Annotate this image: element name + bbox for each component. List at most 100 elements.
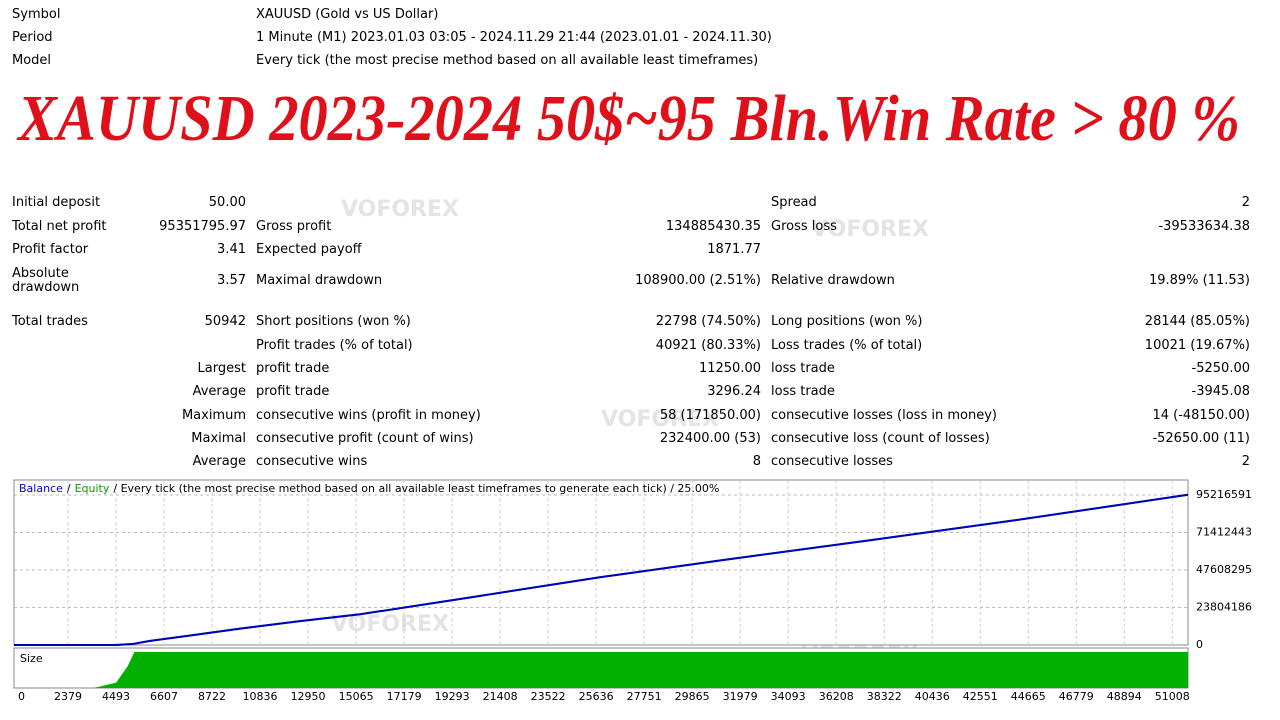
stat-value: 14 (-48150.00) [1152, 408, 1250, 423]
stat-label: consecutive losses (loss in money) [771, 408, 997, 423]
x-tick-label: 12950 [291, 690, 326, 703]
stat-value: 10021 (19.67%) [1144, 338, 1250, 353]
stat-value: 108900.00 (2.51%) [635, 273, 761, 288]
stat-label: Profit factor [12, 242, 89, 257]
y-tick-label: 95216591 [1196, 488, 1252, 501]
x-tick-label: 23522 [531, 690, 566, 703]
stat-label: Short positions (won %) [256, 314, 411, 329]
stat-label: Maximal drawdown [256, 273, 383, 288]
main-panel [13, 479, 1189, 646]
stat-value: 3296.24 [707, 384, 761, 399]
x-tick-label: 34093 [771, 690, 806, 703]
y-tick-label: 47608295 [1196, 563, 1252, 576]
stat-label: consecutive wins (profit in money) [256, 408, 481, 423]
stat-label: Expected payoff [256, 242, 362, 257]
x-tick-label: 29865 [675, 690, 710, 703]
stat-label: Initial deposit [12, 195, 101, 210]
x-tick-label: 10836 [243, 690, 278, 703]
stat-label: Absolute drawdown [12, 266, 80, 295]
stat-value: -5250.00 [1191, 361, 1250, 376]
legend-subtitle: / Every tick (the most precise method ba… [113, 482, 720, 495]
stat-value: Largest [197, 361, 246, 376]
stat-label: consecutive wins [256, 454, 368, 469]
legend-entry: Equity [74, 482, 110, 495]
stat-label: Total trades [12, 314, 88, 329]
stat-value: Maximal [191, 431, 246, 446]
stat-value: -52650.00 (11) [1152, 431, 1250, 446]
x-tick-label: 48894 [1107, 690, 1142, 703]
stat-value: 40921 (80.33%) [655, 338, 761, 353]
legend-entry: Balance [19, 482, 63, 495]
header-value: XAUUSD (Gold vs US Dollar) [256, 7, 439, 22]
watermark: VOFOREX [341, 197, 459, 222]
x-tick-label: 0 [18, 690, 25, 703]
stat-value: 28144 (85.05%) [1144, 314, 1250, 329]
x-tick-label: 44665 [1011, 690, 1046, 703]
stat-value: 22798 (74.50%) [655, 314, 761, 329]
x-tick-label: 36208 [819, 690, 854, 703]
stat-label: loss trade [771, 361, 835, 376]
x-tick-label: 17179 [387, 690, 422, 703]
stat-value: -39533634.38 [1158, 219, 1250, 234]
stat-label: consecutive profit (count of wins) [256, 431, 474, 446]
stat-value: Average [192, 384, 246, 399]
stat-label: Relative drawdown [771, 273, 895, 288]
stat-value: 232400.00 (53) [659, 431, 761, 446]
stat-value: 11250.00 [698, 361, 761, 376]
header-value: 1 Minute (M1) 2023.01.03 03:05 - 2024.11… [256, 30, 772, 45]
y-tick-label: 71412443 [1196, 526, 1252, 539]
size-area [93, 652, 1188, 688]
x-tick-label: 46779 [1059, 690, 1094, 703]
header-label: Period [12, 30, 53, 45]
watermark: VOFOREX [811, 217, 929, 242]
stat-value: -3945.08 [1191, 384, 1250, 399]
x-tick-label: 2379 [54, 690, 82, 703]
watermark: VOFOREX [601, 407, 719, 432]
stat-label: Spread [771, 195, 817, 210]
x-tick-label: 38322 [867, 690, 902, 703]
stat-value: Maximum [181, 408, 246, 423]
x-tick-label: 19293 [435, 690, 470, 703]
stat-value: 3.57 [217, 273, 246, 288]
x-tick-label: 51008 [1155, 690, 1190, 703]
stat-value: 3.41 [217, 242, 246, 257]
stat-value: 19.89% (11.53) [1148, 273, 1250, 288]
header-label: Model [12, 53, 52, 68]
x-tick-label: 21408 [483, 690, 518, 703]
y-tick-label: 0 [1196, 638, 1203, 651]
stat-label: Long positions (won %) [771, 314, 923, 329]
x-tick-label: 15065 [339, 690, 374, 703]
stat-label: loss trade [771, 384, 835, 399]
panel-label: Size [20, 652, 43, 665]
stat-label: Loss trades (% of total) [771, 338, 923, 353]
stat-label: profit trade [256, 384, 330, 399]
stat-value: 95351795.97 [159, 219, 246, 234]
x-tick-label: 8722 [198, 690, 226, 703]
x-tick-label: 25636 [579, 690, 614, 703]
stat-value: 50942 [204, 314, 246, 329]
stat-label: profit trade [256, 361, 330, 376]
stat-label: consecutive losses [771, 454, 893, 469]
stat-label: Total net profit [12, 219, 107, 234]
x-tick-label: 4493 [102, 690, 130, 703]
stat-value: 50.00 [208, 195, 246, 210]
x-tick-label: 27751 [627, 690, 662, 703]
header-value: Every tick (the most precise method base… [256, 53, 759, 68]
x-tick-label: 31979 [723, 690, 758, 703]
y-tick-label: 23804186 [1196, 600, 1252, 613]
x-tick-label: 6607 [150, 690, 178, 703]
stat-value: 1871.77 [707, 242, 761, 257]
banner: XAUUSD 2023-2024 50$~95 Bln.Win Rate > 8… [16, 82, 1240, 155]
stat-label: consecutive loss (count of losses) [771, 431, 990, 446]
stat-value: Average [192, 454, 246, 469]
stat-label: Gross loss [771, 219, 837, 234]
stat-label: Profit trades (% of total) [256, 338, 413, 353]
legend: Balance / Equity / Every tick (the most pre… [19, 482, 719, 496]
stat-value: 2 [1241, 195, 1250, 210]
header-label: Symbol [12, 7, 61, 22]
series-line [14, 493, 1189, 646]
stat-value: 8 [752, 454, 761, 469]
stat-label: Gross profit [256, 219, 332, 234]
